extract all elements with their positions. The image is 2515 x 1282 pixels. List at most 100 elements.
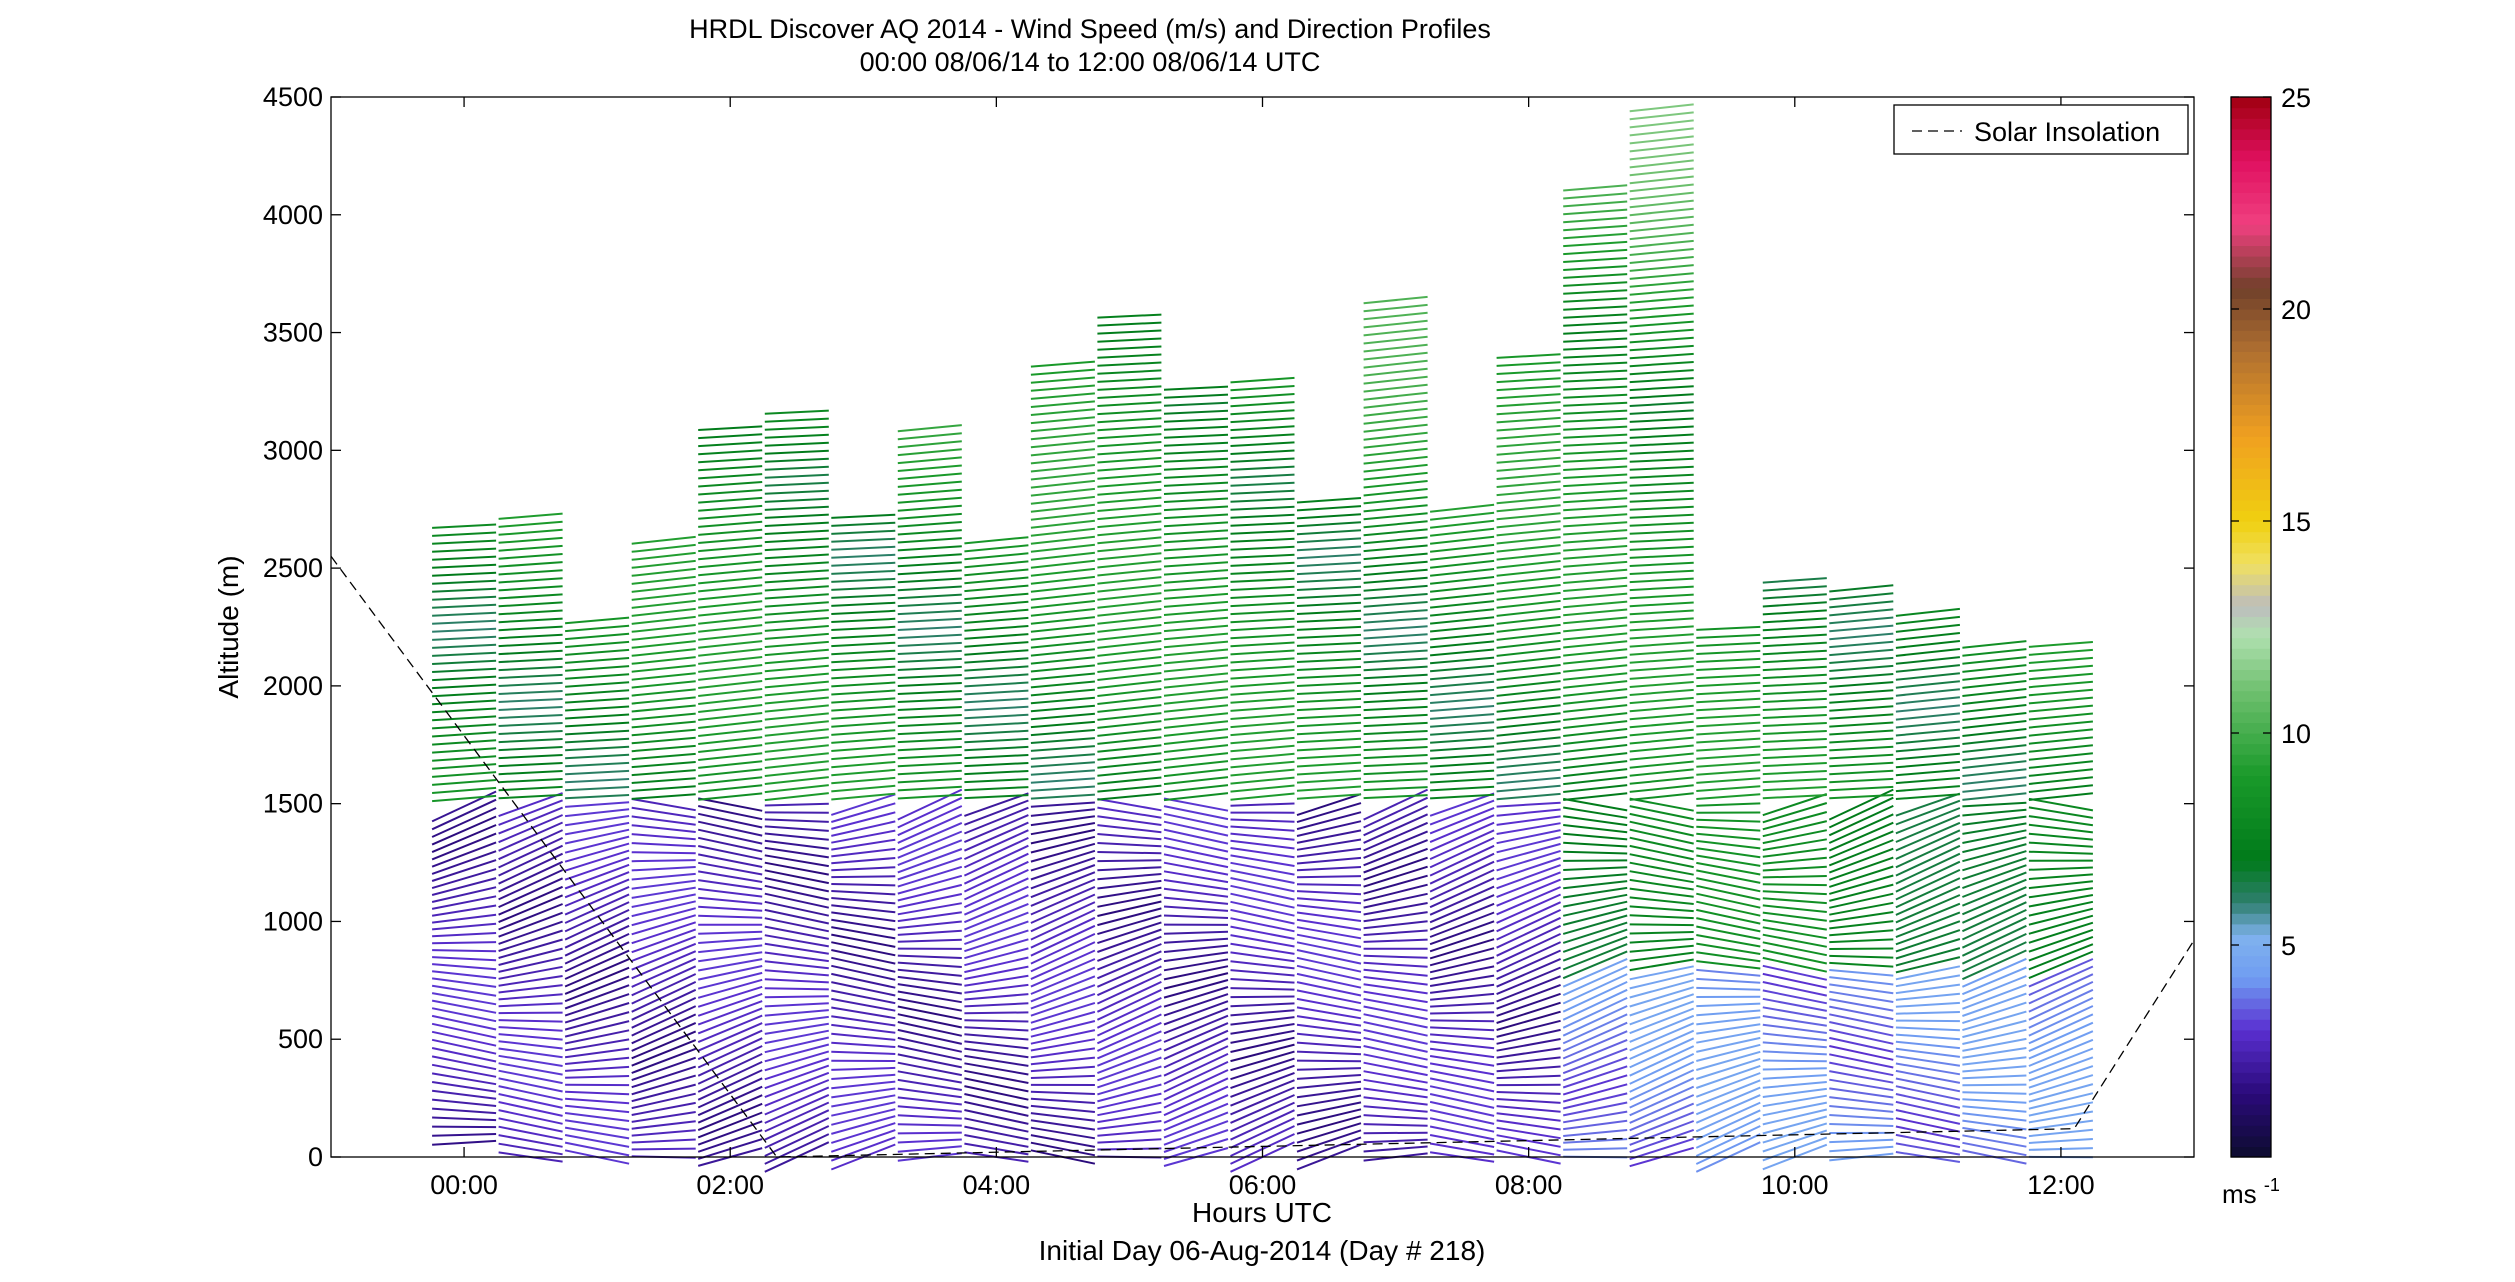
wind-barb (1097, 760, 1162, 769)
wind-barb (1163, 744, 1229, 753)
wind-barb (1030, 464, 1096, 473)
wind-barb (1430, 1019, 1495, 1023)
wind-barb (1097, 441, 1162, 448)
wind-barb (1496, 829, 1561, 845)
wind-barb (1430, 680, 1495, 689)
wind-barb (1762, 714, 1827, 719)
wind-barb (1163, 828, 1229, 845)
wind-barb (431, 1007, 497, 1023)
wind-barb (1097, 950, 1162, 980)
wind-barb (1629, 861, 1694, 876)
wind-barb (1030, 835, 1096, 854)
wind-barb (1163, 704, 1229, 713)
wind-barb (2028, 965, 2094, 997)
wind-barb (1829, 1078, 1894, 1092)
wind-barb (2028, 1074, 2094, 1096)
wind-barb (1895, 1117, 1961, 1133)
wind-barb (498, 633, 563, 640)
wind-barb (432, 715, 497, 722)
wind-barb (897, 561, 962, 568)
colorbar-segment (2231, 722, 2271, 734)
wind-barb (1563, 369, 1628, 375)
wind-barb (1429, 821, 1495, 852)
wind-barb (1562, 980, 1628, 1013)
wind-barb (1363, 990, 1428, 1004)
wind-barb (631, 914, 696, 936)
wind-barb (432, 963, 497, 971)
wind-barb (1762, 1108, 1828, 1126)
wind-barb (1962, 1105, 2027, 1113)
wind-barb (431, 992, 497, 1006)
wind-barb (1496, 680, 1561, 689)
wind-barb (1030, 1029, 1096, 1045)
wind-barb (831, 697, 896, 704)
wind-barb (831, 737, 896, 744)
wind-barb (698, 784, 763, 793)
wind-barb (1363, 359, 1428, 369)
wind-barb (1629, 191, 1694, 201)
wind-barb (631, 921, 697, 945)
wind-barb (1363, 929, 1428, 936)
wind-barb (1429, 592, 1495, 601)
wind-barb (2028, 704, 2093, 713)
wind-barb (1097, 313, 1162, 319)
y-tick-label: 2500 (263, 553, 323, 583)
wind-barb (2028, 672, 2093, 681)
wind-barb (964, 956, 1029, 974)
wind-barb (1629, 887, 1694, 898)
wind-barb (2028, 1030, 2094, 1060)
wind-barb (1030, 680, 1095, 689)
wind-barb (498, 1033, 563, 1041)
wind-barb (1363, 617, 1428, 624)
wind-barb (1496, 1091, 1561, 1095)
wind-barb (1429, 799, 1495, 826)
colorbar-segment (2231, 1093, 2271, 1105)
wind-barb (1629, 844, 1694, 861)
wind-barb (1429, 1117, 1495, 1133)
wind-barb (1429, 1134, 1495, 1148)
wind-barb (1496, 728, 1561, 737)
wind-barb (1563, 696, 1628, 705)
wind-barb (1030, 720, 1095, 729)
wind-barb (1629, 433, 1694, 439)
wind-barb (1430, 1011, 1495, 1015)
wind-barb (1097, 584, 1162, 593)
wind-barb (1895, 1033, 1960, 1041)
wind-barb (1496, 792, 1561, 801)
wind-barb (1030, 777, 1095, 784)
wind-barb (1629, 972, 1694, 990)
wind-barb (897, 830, 963, 859)
wind-barb (1163, 1102, 1229, 1132)
wind-barb (1895, 760, 1960, 769)
wind-barb (1296, 737, 1362, 744)
wind-barb (1762, 762, 1827, 768)
wind-barb (1363, 902, 1428, 916)
wind-barb (1030, 424, 1095, 433)
wind-barb (897, 805, 963, 837)
colorbar-segment (2231, 1029, 2271, 1041)
wind-barb (498, 1125, 563, 1141)
wind-barb (963, 852, 1029, 885)
wind-barb (1496, 416, 1561, 424)
wind-barb (631, 664, 696, 673)
wind-barb (1230, 457, 1295, 463)
wind-barb (1696, 697, 1761, 704)
wind-barb (1363, 609, 1428, 616)
wind-barb (1296, 1023, 1362, 1034)
wind-barb (964, 705, 1029, 712)
wind-barb (1563, 281, 1628, 287)
wind-barb (1230, 908, 1295, 925)
wind-barb (1696, 745, 1761, 752)
wind-barb (1097, 496, 1162, 504)
wind-barb (1629, 979, 1694, 999)
wind-barb (1030, 591, 1096, 601)
wind-barb (1563, 1129, 1628, 1137)
wind-barb (1895, 728, 1960, 737)
wind-barb (1230, 713, 1295, 720)
wind-barb (1230, 721, 1295, 729)
wind-barb (564, 871, 630, 899)
colorbar-segment (2231, 637, 2271, 649)
wind-barb (1296, 1108, 1362, 1126)
wind-barb (698, 930, 763, 935)
colorbar-segment (2231, 627, 2271, 639)
